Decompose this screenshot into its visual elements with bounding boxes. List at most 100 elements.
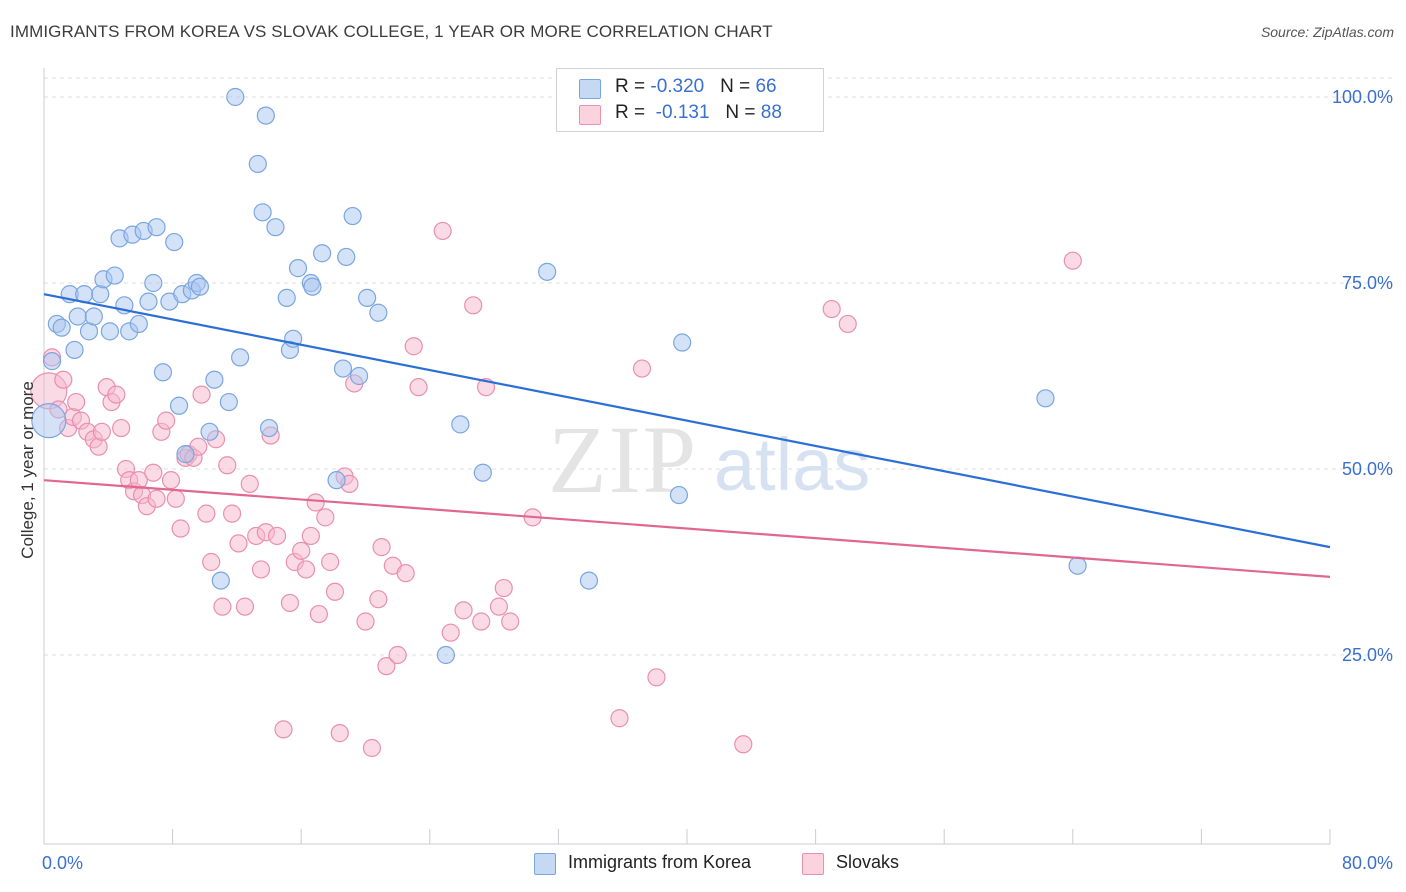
korea-trend-line <box>43 293 1331 549</box>
korea-point <box>288 259 308 278</box>
slovaks-point <box>218 456 237 475</box>
korea-point <box>65 340 84 360</box>
slovaks-point <box>306 493 325 512</box>
korea-point <box>259 418 279 438</box>
korea-point <box>129 314 148 334</box>
slovaks-point <box>610 709 629 728</box>
slovaks-trend-line <box>43 479 1331 578</box>
bottom-legend-label-korea: Immigrants from Korea <box>568 852 752 872</box>
slovaks-point <box>822 299 841 319</box>
korea-point <box>176 445 195 464</box>
korea-point <box>333 359 353 378</box>
slovaks-point <box>171 519 190 538</box>
legend-r-label: R = <box>615 76 651 97</box>
legend-swatch-slovaks <box>579 105 601 125</box>
slovaks-point <box>464 296 483 315</box>
slovaks-point <box>316 508 335 527</box>
trend-lines <box>43 293 1331 578</box>
korea-point <box>153 363 173 382</box>
legend-r-value-slovaks: -0.131 <box>650 102 710 123</box>
grid-lines <box>44 77 1396 656</box>
korea-point <box>248 154 267 174</box>
slovaks-point <box>734 735 753 754</box>
bottom-legend-label-slovaks: Slovaks <box>836 852 900 872</box>
slovaks-point <box>161 471 181 490</box>
korea-point <box>266 218 285 237</box>
slovaks-point <box>409 378 428 397</box>
slovaks-point <box>251 560 271 579</box>
y-axis-label: College, 1 year or more <box>18 381 37 559</box>
korea-point <box>105 266 124 285</box>
korea-point <box>211 571 230 590</box>
chart-title: IMMIGRANTS FROM KOREA VS SLOVAK COLLEGE,… <box>10 22 773 41</box>
legend-r-value-korea: -0.320 <box>650 76 705 97</box>
korea-point <box>673 333 692 352</box>
slovaks-point <box>489 597 509 616</box>
stats-legend: R = -0.320 N = 66 R = -0.131 N = 88 <box>556 68 824 132</box>
korea-point <box>42 352 62 371</box>
slovaks-point <box>494 578 513 598</box>
korea-point <box>451 415 470 434</box>
slovaks-point <box>274 720 293 739</box>
series-korea-points <box>31 87 1087 665</box>
y-tick-label: 25.0% <box>1342 645 1393 665</box>
slovaks-point <box>501 612 520 631</box>
slovaks-point <box>192 385 211 404</box>
slovaks-point <box>301 526 320 546</box>
y-tick-label: 50.0% <box>1342 459 1393 479</box>
legend-n-value-slovaks: 88 <box>760 102 782 123</box>
slovaks-point <box>362 738 382 758</box>
slovaks-point <box>369 590 388 609</box>
korea-point <box>169 396 189 415</box>
slovaks-point <box>454 601 473 620</box>
slovaks-point <box>404 337 423 356</box>
slovaks-point <box>441 623 460 642</box>
korea-point <box>226 87 245 107</box>
slovaks-point <box>235 597 255 616</box>
x-tick-label-min: 0.0% <box>42 853 83 873</box>
korea-point <box>538 262 557 281</box>
korea-point <box>337 247 356 267</box>
korea-point <box>231 348 250 367</box>
korea-point <box>343 206 362 226</box>
korea-point <box>1036 389 1055 408</box>
korea-point <box>369 303 388 322</box>
korea-point <box>669 485 689 505</box>
source-label: Source: ZipAtlas.com <box>1260 24 1394 40</box>
slovaks-point <box>267 526 287 546</box>
korea-point <box>312 244 332 263</box>
korea-point <box>139 292 158 311</box>
watermark-atlas: atlas <box>714 423 870 506</box>
y-tick-label: 100.0% <box>1332 87 1393 107</box>
slovaks-point <box>309 604 328 624</box>
slovaks-point <box>632 359 652 378</box>
slovaks-point <box>107 385 126 404</box>
slovaks-point <box>325 582 345 601</box>
legend-swatch-korea <box>579 79 601 99</box>
korea-point <box>91 285 110 304</box>
slovaks-point <box>472 612 491 631</box>
korea-point <box>100 322 120 341</box>
slovaks-point <box>92 422 111 441</box>
x-tick-label-max: 80.0% <box>1342 853 1393 873</box>
slovaks-point <box>112 418 131 438</box>
slovaks-point <box>280 593 300 613</box>
korea-point <box>31 403 67 439</box>
korea-point <box>256 106 275 125</box>
korea-point <box>277 288 296 307</box>
slovaks-point <box>396 564 415 583</box>
y-tick-label: 75.0% <box>1342 273 1393 293</box>
tick-labels: 25.0% 50.0% 75.0% 100.0% 0.0% 80.0% <box>42 87 1393 873</box>
slovaks-point <box>388 645 407 665</box>
slovaks-point <box>54 370 73 389</box>
korea-point <box>68 307 87 326</box>
slovaks-point <box>240 474 259 493</box>
korea-point <box>144 273 163 293</box>
korea-point <box>473 463 492 482</box>
slovaks-point <box>377 657 396 676</box>
slovaks-point <box>330 724 349 743</box>
watermark: ZIP atlas <box>548 406 870 513</box>
slovaks-point <box>89 437 108 456</box>
slovaks-point <box>222 504 242 523</box>
axes <box>43 68 1331 845</box>
